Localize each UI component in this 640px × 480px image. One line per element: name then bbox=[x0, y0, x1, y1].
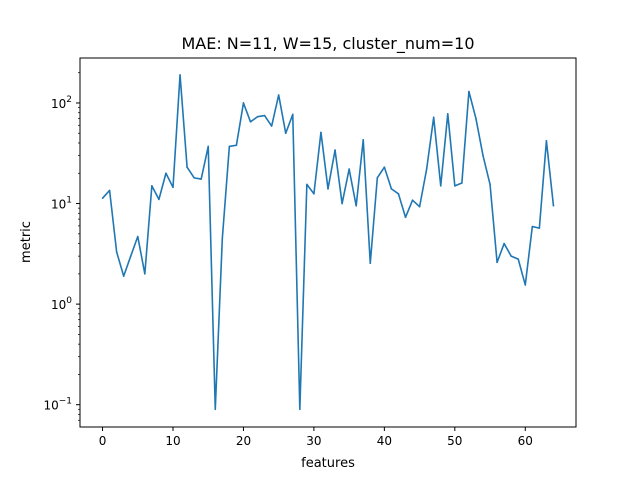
data-point bbox=[432, 116, 435, 119]
x-tick-label: 30 bbox=[306, 434, 321, 448]
data-point bbox=[144, 273, 146, 275]
chart-title: MAE: N=11, W=15, cluster_num=10 bbox=[181, 34, 474, 54]
data-point bbox=[489, 183, 491, 186]
data-point bbox=[108, 189, 111, 192]
data-point bbox=[320, 131, 322, 134]
data-point bbox=[221, 237, 224, 240]
data-point bbox=[122, 275, 125, 277]
data-point bbox=[531, 225, 534, 228]
data-point bbox=[397, 193, 400, 195]
data-point bbox=[362, 139, 365, 141]
data-point bbox=[454, 185, 456, 187]
data-point bbox=[249, 120, 252, 123]
data-point bbox=[341, 202, 343, 205]
data-point bbox=[101, 197, 104, 200]
data-point bbox=[552, 204, 555, 207]
data-point bbox=[524, 284, 527, 286]
y-tick-label: 102 bbox=[51, 95, 72, 111]
data-point bbox=[214, 408, 217, 411]
x-tick-label: 60 bbox=[518, 434, 533, 448]
data-point bbox=[291, 113, 294, 116]
data-point bbox=[496, 261, 498, 264]
data-point bbox=[390, 188, 393, 190]
data-point bbox=[242, 102, 245, 104]
y-tick-label: 101 bbox=[51, 196, 72, 212]
data-point bbox=[235, 144, 238, 147]
data-point bbox=[284, 132, 287, 135]
data-point bbox=[193, 177, 195, 179]
data-point bbox=[179, 74, 181, 76]
data-point bbox=[517, 258, 520, 260]
x-tick-label: 10 bbox=[165, 434, 180, 448]
data-point bbox=[468, 90, 470, 93]
data-point bbox=[545, 140, 548, 142]
data-point bbox=[158, 198, 160, 201]
data-point bbox=[277, 94, 280, 96]
data-point bbox=[270, 125, 273, 127]
data-point bbox=[538, 227, 541, 229]
data-point bbox=[418, 205, 421, 208]
x-tick-label: 20 bbox=[236, 434, 251, 448]
data-point bbox=[425, 168, 428, 170]
data-point bbox=[313, 193, 315, 195]
x-tick-label: 0 bbox=[99, 434, 107, 448]
data-point bbox=[383, 166, 386, 168]
data-point bbox=[228, 145, 231, 148]
data-point bbox=[482, 154, 484, 157]
x-axis: 0 10 20 30 40 50 60 bbox=[99, 427, 533, 448]
data-point bbox=[404, 216, 407, 219]
data-point bbox=[263, 114, 266, 117]
data-point bbox=[475, 117, 477, 120]
data-point bbox=[439, 185, 442, 187]
plot-area bbox=[101, 74, 555, 411]
data-point bbox=[306, 183, 308, 186]
data-point bbox=[256, 115, 259, 118]
data-point bbox=[172, 186, 174, 189]
data-point bbox=[200, 178, 202, 180]
data-point bbox=[151, 185, 153, 187]
data-point bbox=[165, 172, 167, 175]
y-tick-label: 100 bbox=[51, 296, 72, 312]
data-point bbox=[355, 204, 357, 207]
data-point bbox=[446, 113, 449, 115]
data-point bbox=[461, 182, 463, 184]
data-point bbox=[186, 166, 188, 168]
data-point bbox=[510, 255, 512, 257]
x-axis-label: features bbox=[301, 456, 355, 471]
x-tick-label: 40 bbox=[377, 434, 392, 448]
data-point bbox=[136, 235, 139, 238]
data-point bbox=[327, 188, 329, 190]
data-point bbox=[411, 199, 414, 201]
data-point bbox=[376, 177, 379, 179]
data-point bbox=[129, 255, 132, 257]
data-point bbox=[369, 262, 372, 265]
x-tick-label: 50 bbox=[447, 434, 462, 448]
data-point bbox=[207, 145, 210, 148]
data-point bbox=[334, 149, 336, 151]
data-point bbox=[503, 242, 505, 245]
data-point bbox=[115, 251, 118, 253]
data-point bbox=[348, 168, 350, 170]
y-tick-label: 10−1 bbox=[43, 397, 72, 413]
y-axis-label: metric bbox=[19, 221, 34, 263]
data-point bbox=[299, 408, 301, 411]
plot-frame bbox=[79, 57, 577, 428]
